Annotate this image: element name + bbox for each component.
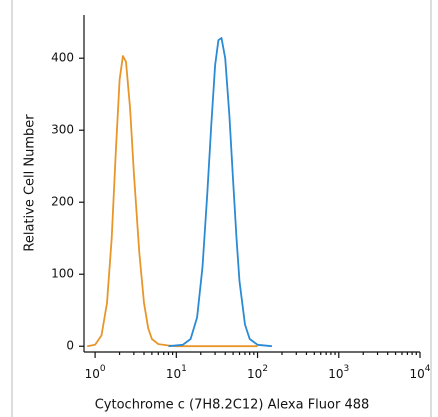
x-tick-exponent: 1: [181, 364, 187, 374]
y-tick-label: 400: [51, 51, 74, 65]
y-tick-label: 0: [66, 339, 74, 353]
x-tick-exponent: 3: [344, 364, 350, 374]
x-tick-label: 104: [409, 364, 430, 381]
x-tick-base: 10: [409, 367, 424, 381]
y-tick-label: 300: [51, 123, 74, 137]
x-tick-exponent: 0: [100, 364, 106, 374]
x-tick-label: 102: [247, 364, 268, 381]
x-tick-label: 103: [328, 364, 349, 381]
x-axis-label: Cytochrome c (7H8.2C12) Alexa Fluor 488: [95, 398, 370, 413]
y-axis-label: Relative Cell Number: [23, 114, 38, 252]
x-tick-base: 10: [247, 367, 262, 381]
x-tick-label: 101: [166, 364, 187, 381]
series-line: [168, 37, 272, 348]
x-tick-base: 10: [328, 367, 343, 381]
x-tick-label: 100: [85, 364, 106, 381]
series-line: [87, 55, 258, 348]
x-tick-exponent: 2: [262, 364, 268, 374]
y-tick-label: 100: [51, 267, 74, 281]
x-tick-exponent: 4: [425, 364, 431, 374]
x-tick-base: 10: [85, 367, 100, 381]
x-tick-base: 10: [166, 367, 181, 381]
y-tick-label: 200: [51, 195, 74, 209]
